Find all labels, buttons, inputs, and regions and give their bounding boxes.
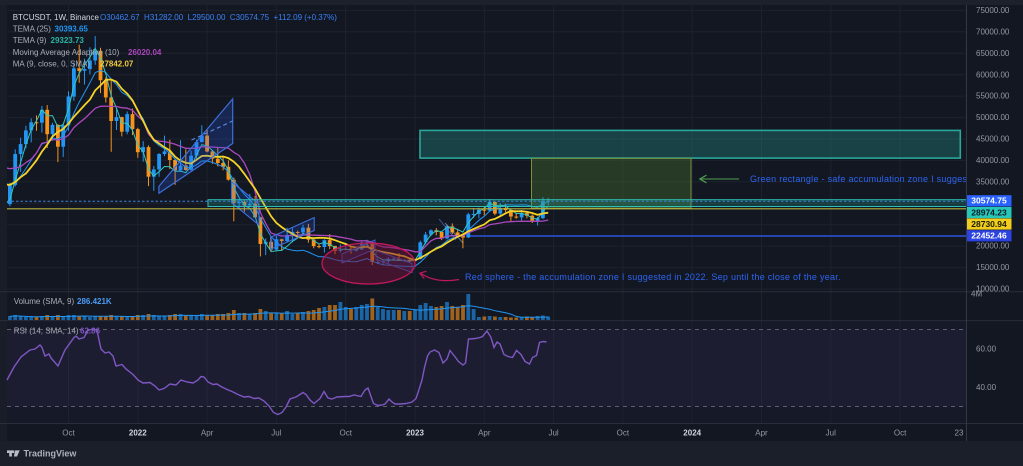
svg-text:Moving Average Adaptive (10): Moving Average Adaptive (10): [13, 48, 120, 57]
svg-text:Apr: Apr: [478, 429, 491, 438]
svg-text:2022: 2022: [129, 429, 147, 438]
svg-text:Red sphere - the accumulation: Red sphere - the accumulation zone I sug…: [465, 272, 841, 282]
svg-text:75000.00: 75000.00: [976, 6, 1010, 15]
svg-text:30574.75: 30574.75: [971, 196, 1007, 206]
svg-text:26020.04: 26020.04: [128, 48, 162, 57]
svg-text:Volume (SMA, 9): Volume (SMA, 9): [14, 297, 75, 306]
svg-text:O30462.67 H31282.00 L29500.0: O30462.67 H31282.00 L29500.00 C30574.75 …: [100, 13, 337, 22]
svg-text:45000.00: 45000.00: [976, 135, 1010, 144]
svg-text:286.421K: 286.421K: [77, 297, 112, 306]
svg-text:60000.00: 60000.00: [976, 70, 1010, 79]
svg-text:20000.00: 20000.00: [976, 242, 1010, 251]
svg-text:TradingView: TradingView: [24, 449, 78, 459]
svg-text:22452.46: 22452.46: [971, 231, 1007, 241]
svg-text:28730.94: 28730.94: [971, 219, 1007, 229]
svg-text:4M: 4M: [971, 290, 982, 299]
svg-text:Jul: Jul: [826, 429, 836, 438]
svg-text:10000.00: 10000.00: [976, 285, 1010, 294]
svg-text:RSI (14, SMA, 14): RSI (14, SMA, 14): [14, 327, 79, 336]
svg-text:40000.00: 40000.00: [976, 156, 1010, 165]
svg-text:2023: 2023: [406, 429, 424, 438]
svg-text:Oct: Oct: [617, 429, 630, 438]
svg-text:Oct: Oct: [62, 429, 75, 438]
svg-text:30393.65: 30393.65: [55, 25, 89, 34]
svg-text:Oct: Oct: [339, 429, 352, 438]
svg-text:Green rectangle - safe accumul: Green rectangle - safe accumulation zone…: [750, 174, 970, 184]
svg-text:50000.00: 50000.00: [976, 113, 1010, 122]
svg-text:Jul: Jul: [548, 429, 558, 438]
svg-text:TEMA (9): TEMA (9): [13, 36, 47, 45]
svg-text:23: 23: [955, 429, 964, 438]
svg-text:35000.00: 35000.00: [976, 177, 1010, 186]
svg-text:27842.07: 27842.07: [100, 60, 134, 69]
svg-text:Jul: Jul: [271, 429, 281, 438]
svg-text:62.86: 62.86: [80, 327, 101, 336]
svg-text:29323.73: 29323.73: [51, 36, 85, 45]
svg-text:BTCUSDT, 1W, Binance: BTCUSDT, 1W, Binance: [13, 13, 100, 22]
svg-text:55000.00: 55000.00: [976, 92, 1010, 101]
svg-text:28974.23: 28974.23: [971, 207, 1007, 217]
svg-text:40.00: 40.00: [976, 383, 997, 392]
svg-text:Apr: Apr: [201, 429, 214, 438]
svg-text:Oct: Oct: [894, 429, 907, 438]
svg-text:15000.00: 15000.00: [976, 263, 1010, 272]
svg-text:60.00: 60.00: [976, 344, 997, 353]
svg-text:Apr: Apr: [755, 429, 768, 438]
svg-text:65000.00: 65000.00: [976, 49, 1010, 58]
svg-text:70000.00: 70000.00: [976, 27, 1010, 36]
svg-text:MA (9, close, 0, SMA): MA (9, close, 0, SMA): [13, 60, 91, 69]
svg-text:2024: 2024: [683, 429, 701, 438]
svg-text:TEMA (25): TEMA (25): [13, 25, 52, 34]
